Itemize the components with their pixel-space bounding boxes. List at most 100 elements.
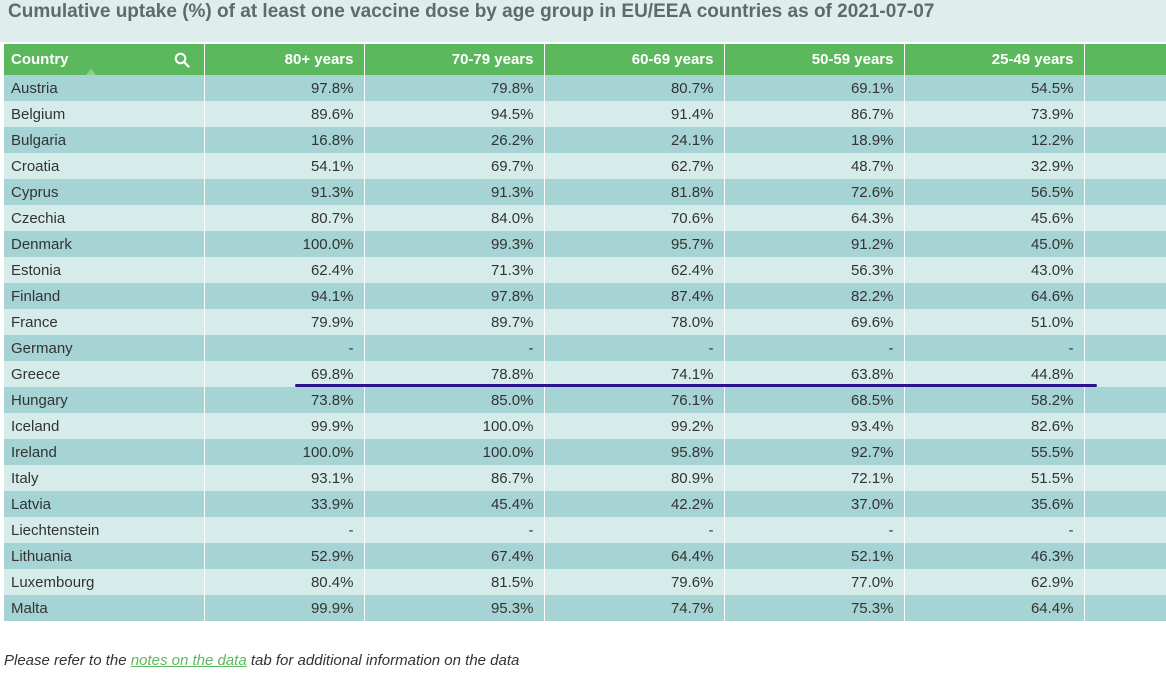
cell-70-79: 69.7% [364, 153, 545, 179]
cell-80plus: 100.0% [204, 231, 365, 257]
cell-25-49: 44.8% [904, 361, 1085, 387]
cell-70-79: 78.8% [364, 361, 545, 387]
cell-50-59: 77.0% [724, 569, 905, 595]
cell-25-49: - [904, 335, 1085, 361]
cell-country: Bulgaria [4, 127, 205, 153]
cell-25-49: 51.5% [904, 465, 1085, 491]
cell-country: Malta [4, 595, 205, 621]
search-icon[interactable] [174, 52, 190, 68]
cell-25-49: 64.4% [904, 595, 1085, 621]
footnote: Please refer to the notes on the data ta… [4, 652, 519, 669]
cell-60-69: 80.7% [544, 75, 725, 101]
vaccine-uptake-table: Country 80+ years 70-79 years 60-69 year… [4, 44, 1166, 621]
footnote-text-after: tab for additional information on the da… [246, 652, 520, 669]
cell-70-79: 67.4% [364, 543, 545, 569]
cell-country: Croatia [4, 153, 205, 179]
cell-80plus: 52.9% [204, 543, 365, 569]
table-row: Italy 93.1% 86.7% 80.9% 72.1% 51.5% [4, 465, 1166, 491]
column-header-25-49[interactable]: 25-49 years [904, 44, 1085, 75]
column-header-country[interactable]: Country [4, 44, 205, 75]
cell-50-59: 48.7% [724, 153, 905, 179]
cell-60-69: 24.1% [544, 127, 725, 153]
cell-70-79: 97.8% [364, 283, 545, 309]
column-header-80plus[interactable]: 80+ years [204, 44, 365, 75]
column-header-60-69[interactable]: 60-69 years [544, 44, 725, 75]
cell-60-69: 62.4% [544, 257, 725, 283]
cell-70-79: 89.7% [364, 309, 545, 335]
table-row: Greece 69.8% 78.8% 74.1% 63.8% 44.8% [4, 361, 1166, 387]
cell-25-49: - [904, 517, 1085, 543]
cell-80plus: 100.0% [204, 439, 365, 465]
cell-blank [1084, 309, 1166, 335]
cell-80plus: - [204, 335, 365, 361]
cell-60-69: - [544, 335, 725, 361]
cell-80plus: 62.4% [204, 257, 365, 283]
cell-60-69: 81.8% [544, 179, 725, 205]
cell-50-59: 92.7% [724, 439, 905, 465]
cell-60-69: 91.4% [544, 101, 725, 127]
cell-blank [1084, 387, 1166, 413]
cell-70-79: 71.3% [364, 257, 545, 283]
cell-25-49: 62.9% [904, 569, 1085, 595]
cell-blank [1084, 283, 1166, 309]
cell-country: Hungary [4, 387, 205, 413]
cell-blank [1084, 413, 1166, 439]
cell-70-79: 26.2% [364, 127, 545, 153]
cell-25-49: 35.6% [904, 491, 1085, 517]
cell-blank [1084, 491, 1166, 517]
title-bar: Cumulative uptake (%) of at least one va… [0, 0, 1166, 42]
cell-80plus: 80.7% [204, 205, 365, 231]
cell-blank [1084, 335, 1166, 361]
cell-blank [1084, 543, 1166, 569]
cell-60-69: 42.2% [544, 491, 725, 517]
column-header-50-59[interactable]: 50-59 years [724, 44, 905, 75]
table-row: Czechia 80.7% 84.0% 70.6% 64.3% 45.6% [4, 205, 1166, 231]
highlight-annotation-line [295, 384, 1097, 387]
cell-50-59: - [724, 517, 905, 543]
cell-blank [1084, 465, 1166, 491]
cell-60-69: 78.0% [544, 309, 725, 335]
cell-country: Austria [4, 75, 205, 101]
table-row: France 79.9% 89.7% 78.0% 69.6% 51.0% [4, 309, 1166, 335]
cell-60-69: 76.1% [544, 387, 725, 413]
cell-50-59: 91.2% [724, 231, 905, 257]
cell-25-49: 46.3% [904, 543, 1085, 569]
table-row: Bulgaria 16.8% 26.2% 24.1% 18.9% 12.2% [4, 127, 1166, 153]
table-row: Germany - - - - - [4, 335, 1166, 361]
table-row: Croatia 54.1% 69.7% 62.7% 48.7% 32.9% [4, 153, 1166, 179]
cell-blank [1084, 361, 1166, 387]
cell-80plus: 16.8% [204, 127, 365, 153]
sort-ascending-icon[interactable] [86, 69, 96, 75]
cell-70-79: 91.3% [364, 179, 545, 205]
cell-blank [1084, 127, 1166, 153]
cell-50-59: 18.9% [724, 127, 905, 153]
cell-50-59: 69.6% [724, 309, 905, 335]
cell-80plus: 91.3% [204, 179, 365, 205]
cell-50-59: 56.3% [724, 257, 905, 283]
cell-60-69: 99.2% [544, 413, 725, 439]
cell-50-59: 37.0% [724, 491, 905, 517]
notes-on-data-link[interactable]: notes on the data [130, 652, 247, 669]
cell-country: France [4, 309, 205, 335]
cell-80plus: 99.9% [204, 413, 365, 439]
table-row: Lithuania 52.9% 67.4% 64.4% 52.1% 46.3% [4, 543, 1166, 569]
cell-blank [1084, 569, 1166, 595]
column-header-70-79[interactable]: 70-79 years [364, 44, 545, 75]
cell-25-49: 54.5% [904, 75, 1085, 101]
cell-country: Liechtenstein [4, 517, 205, 543]
cell-blank [1084, 179, 1166, 205]
table-header-row: Country 80+ years 70-79 years 60-69 year… [4, 44, 1166, 75]
cell-70-79: - [364, 335, 545, 361]
cell-25-49: 64.6% [904, 283, 1085, 309]
cell-25-49: 51.0% [904, 309, 1085, 335]
cell-60-69: 62.7% [544, 153, 725, 179]
table-row: Austria 97.8% 79.8% 80.7% 69.1% 54.5% [4, 75, 1166, 101]
table-row: Liechtenstein - - - - - [4, 517, 1166, 543]
cell-60-69: 79.6% [544, 569, 725, 595]
cell-blank [1084, 205, 1166, 231]
cell-country: Czechia [4, 205, 205, 231]
cell-60-69: 70.6% [544, 205, 725, 231]
cell-25-49: 58.2% [904, 387, 1085, 413]
cell-80plus: 94.1% [204, 283, 365, 309]
cell-80plus: 93.1% [204, 465, 365, 491]
